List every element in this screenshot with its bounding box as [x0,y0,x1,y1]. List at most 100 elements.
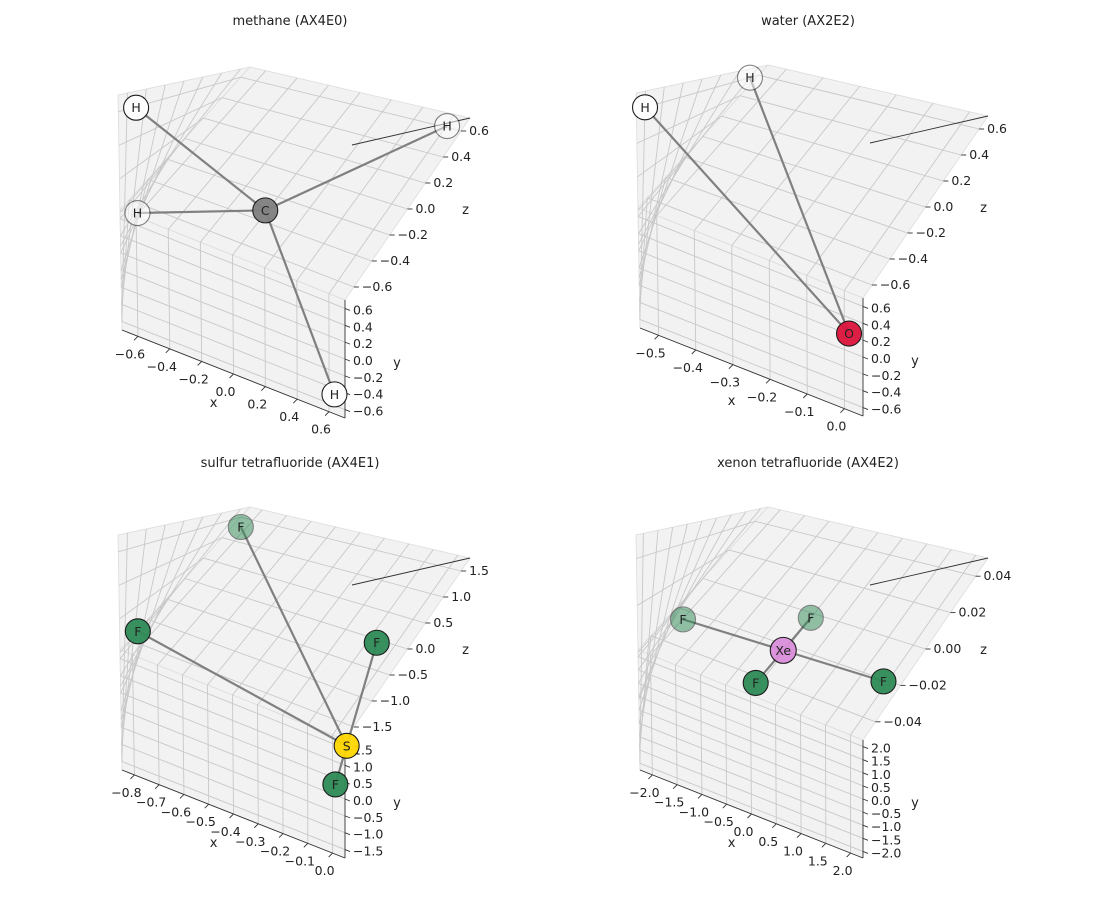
x-axis-label: x [728,836,736,851]
z-tick-label: 0.5 [433,615,453,630]
atom-label: F [807,610,814,625]
y-tick-label: 0.4 [871,317,891,332]
y-tick [345,410,350,412]
z-tick-label: −0.5 [398,667,428,682]
z-tick-label: −0.6 [880,277,910,292]
x-tick [847,853,851,857]
x-tick [166,349,170,353]
x-tick-label: 0.5 [758,834,778,849]
x-tick [840,409,844,413]
x-tick [692,350,696,354]
y-tick [863,747,868,749]
x-tick-label: 0.0 [826,419,846,434]
y-tick [345,359,350,361]
y-tick-label: −1.5 [353,844,383,859]
x-tick-label: 0.6 [311,422,331,437]
x-tick [205,804,209,808]
atom-label: Xe [775,643,791,658]
x-tick [729,365,733,369]
y-tick [863,391,868,393]
x-tick-label: 1.5 [808,853,828,868]
z-axis-label: z [462,203,469,218]
x-tick [325,412,329,416]
x-tick [230,374,234,378]
x-tick-label: −0.1 [285,853,315,868]
panel-title: xenon tetrafluoride (AX4E2) [717,456,899,471]
x-tick-label: −0.1 [784,404,814,419]
y-tick-label: −1.5 [871,832,901,847]
atom-label: F [880,674,887,689]
y-tick [863,825,868,827]
y-tick [863,323,868,325]
y-tick-label: 1.0 [871,767,891,782]
atom-label: S [343,738,351,753]
z-tick-label: 1.0 [451,589,471,604]
y-tick [345,799,350,801]
x-tick [293,399,297,403]
y-tick-label: 0.6 [871,300,891,315]
atom-label: F [134,624,141,639]
y-tick-label: 1.0 [353,759,373,774]
x-tick [134,336,138,340]
panel-3: sulfur tetrafluoride (AX4E1)−0.8−0.7−0.6… [111,456,489,878]
y-tick-label: −1.0 [871,819,901,834]
x-tick-label: −0.4 [673,360,703,375]
y-tick-label: 0.2 [353,336,373,351]
y-tick [863,812,868,814]
y-tick [863,838,868,840]
y-tick [863,357,868,359]
z-tick-label: −0.04 [884,714,922,729]
z-tick-label: 0.2 [433,175,453,190]
x-tick-label: −0.2 [178,371,208,386]
x-tick [254,824,258,828]
x-tick [261,387,265,391]
x-tick-label: 0.2 [247,397,267,412]
z-tick-label: −0.02 [909,677,947,692]
y-axis-label: y [393,796,401,811]
y-tick-label: −0.4 [871,385,901,400]
y-tick [863,306,868,308]
atom-label: H [640,100,649,115]
y-tick [345,308,350,310]
x-tick [803,394,807,398]
z-tick-label: −1.5 [362,719,392,734]
y-tick-label: −0.5 [353,810,383,825]
z-tick-label: 0.6 [469,123,489,138]
z-tick-label: −0.2 [398,227,428,242]
panel-title: methane (AX4E0) [232,14,347,29]
z-tick-label: 1.5 [469,563,489,578]
x-axis-label: x [728,394,736,409]
atom-label: C [261,203,270,218]
x-tick [766,379,770,383]
z-tick-label: 0.0 [416,641,436,656]
y-axis-label: y [911,354,919,369]
atom-label: F [373,635,380,650]
z-axis-label: z [980,643,987,658]
x-tick [655,335,659,339]
y-tick-label: −0.6 [353,404,383,419]
y-tick [863,799,868,801]
x-tick-label: −0.2 [747,389,777,404]
y-tick-label: 1.5 [871,754,891,769]
atom-label: F [679,612,686,627]
y-tick-label: −2.0 [871,845,901,860]
x-tick-label: −0.5 [635,345,665,360]
y-tick-label: 0.5 [871,780,891,795]
atom-label: H [745,70,754,85]
x-tick [797,834,801,838]
y-tick-label: −0.4 [353,387,383,402]
z-tick-label: −1.0 [380,693,410,708]
x-tick [748,814,752,818]
x-tick [180,794,184,798]
x-tick-label: 0.4 [279,409,299,424]
x-tick [822,843,826,847]
atom-label: H [442,119,451,134]
y-tick [863,340,868,342]
x-axis-label: x [210,836,218,851]
x-tick [772,824,776,828]
x-tick [648,775,652,779]
y-tick-label: −0.5 [871,806,901,821]
y-tick [863,374,868,376]
atom-label: O [844,326,854,341]
